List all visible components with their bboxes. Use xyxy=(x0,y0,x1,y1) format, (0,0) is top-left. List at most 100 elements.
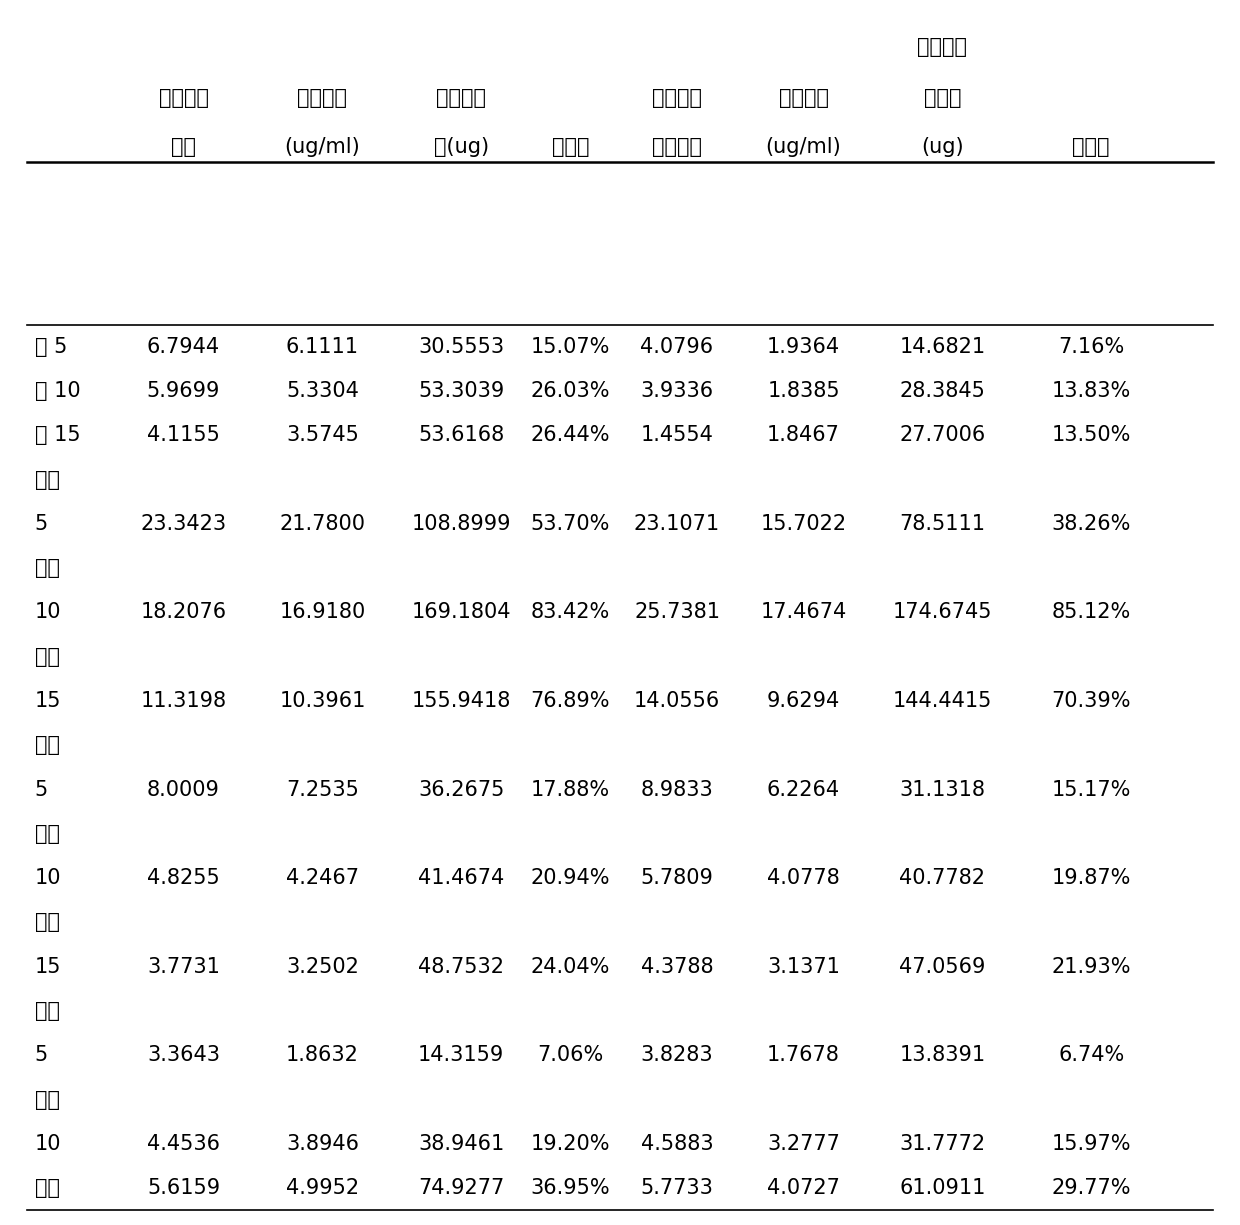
Text: 48.7532: 48.7532 xyxy=(418,957,505,976)
Text: 水 5: 水 5 xyxy=(35,337,67,356)
Text: 面积: 面积 xyxy=(171,137,196,157)
Text: 21.93%: 21.93% xyxy=(1052,957,1131,976)
Text: 5: 5 xyxy=(35,514,48,534)
Text: 13.83%: 13.83% xyxy=(1052,381,1131,401)
Text: 53.6168: 53.6168 xyxy=(418,425,505,446)
Text: 19.20%: 19.20% xyxy=(531,1134,610,1154)
Text: (ug/ml): (ug/ml) xyxy=(765,137,842,157)
Text: 7.06%: 7.06% xyxy=(537,1045,604,1066)
Text: 3.9336: 3.9336 xyxy=(641,381,713,401)
Text: 5.7809: 5.7809 xyxy=(641,869,713,888)
Text: 27.7006: 27.7006 xyxy=(899,425,986,446)
Text: 11.3198: 11.3198 xyxy=(140,691,227,710)
Text: 17.4674: 17.4674 xyxy=(760,603,847,622)
Text: 8.0009: 8.0009 xyxy=(148,779,219,800)
Text: 18.2076: 18.2076 xyxy=(140,603,227,622)
Text: 10: 10 xyxy=(35,603,61,622)
Text: 8.9833: 8.9833 xyxy=(641,779,713,800)
Text: 174.6745: 174.6745 xyxy=(893,603,992,622)
Text: 24.04%: 24.04% xyxy=(531,957,610,976)
Text: 4.5883: 4.5883 xyxy=(641,1134,713,1154)
Text: 量(ug): 量(ug) xyxy=(434,137,489,157)
Text: 108.8999: 108.8999 xyxy=(412,514,511,534)
Text: 26.44%: 26.44% xyxy=(531,425,610,446)
Text: 169.1804: 169.1804 xyxy=(412,603,511,622)
Text: 麦芽酚峰: 麦芽酚峰 xyxy=(159,88,208,108)
Text: 10: 10 xyxy=(35,1134,61,1154)
Text: 38.26%: 38.26% xyxy=(1052,514,1131,534)
Text: 30.5553: 30.5553 xyxy=(418,337,505,356)
Text: 5: 5 xyxy=(35,1045,48,1066)
Text: 10: 10 xyxy=(35,869,61,888)
Text: 15: 15 xyxy=(35,957,61,976)
Text: 测得含量: 测得含量 xyxy=(779,88,828,108)
Text: 1.8385: 1.8385 xyxy=(768,381,839,401)
Text: 28.3845: 28.3845 xyxy=(899,381,986,401)
Text: 17.88%: 17.88% xyxy=(531,779,610,800)
Text: 31.7772: 31.7772 xyxy=(899,1134,986,1154)
Text: 麦芽酚含: 麦芽酚含 xyxy=(436,88,486,108)
Text: 61.0911: 61.0911 xyxy=(899,1178,986,1198)
Text: 29.77%: 29.77% xyxy=(1052,1178,1131,1198)
Text: 15.17%: 15.17% xyxy=(1052,779,1131,800)
Text: 乙基麦芽: 乙基麦芽 xyxy=(652,88,702,108)
Text: 13.50%: 13.50% xyxy=(1052,425,1131,446)
Text: 乙醇: 乙醇 xyxy=(35,735,60,756)
Text: 乙腔: 乙腔 xyxy=(35,1178,60,1198)
Text: 5.6159: 5.6159 xyxy=(148,1178,219,1198)
Text: 3.2502: 3.2502 xyxy=(286,957,358,976)
Text: 5: 5 xyxy=(35,779,48,800)
Text: 1.8467: 1.8467 xyxy=(768,425,839,446)
Text: 9.6294: 9.6294 xyxy=(766,691,841,710)
Text: 4.2467: 4.2467 xyxy=(286,869,358,888)
Text: 83.42%: 83.42% xyxy=(531,603,610,622)
Text: 15.07%: 15.07% xyxy=(531,337,610,356)
Text: 6.1111: 6.1111 xyxy=(286,337,358,356)
Text: 25.7381: 25.7381 xyxy=(634,603,720,622)
Text: 3.5745: 3.5745 xyxy=(286,425,358,446)
Text: 甲醇: 甲醇 xyxy=(35,469,60,490)
Text: 155.9418: 155.9418 xyxy=(412,691,511,710)
Text: 3.1371: 3.1371 xyxy=(768,957,839,976)
Text: 85.12%: 85.12% xyxy=(1052,603,1131,622)
Text: 47.0569: 47.0569 xyxy=(899,957,986,976)
Text: 4.0778: 4.0778 xyxy=(768,869,839,888)
Text: 3.3643: 3.3643 xyxy=(148,1045,219,1066)
Text: 乙腔: 乙腔 xyxy=(35,1089,60,1110)
Text: (ug): (ug) xyxy=(921,137,963,157)
Text: 14.0556: 14.0556 xyxy=(634,691,720,710)
Text: 4.9952: 4.9952 xyxy=(286,1178,358,1198)
Text: 乙醇: 乙醇 xyxy=(35,824,60,844)
Text: 41.4674: 41.4674 xyxy=(418,869,505,888)
Text: 14.3159: 14.3159 xyxy=(418,1045,505,1066)
Text: 23.3423: 23.3423 xyxy=(140,514,227,534)
Text: 144.4415: 144.4415 xyxy=(893,691,992,710)
Text: 3.8946: 3.8946 xyxy=(286,1134,358,1154)
Text: 53.70%: 53.70% xyxy=(531,514,610,534)
Text: 1.9364: 1.9364 xyxy=(768,337,839,356)
Text: 4.8255: 4.8255 xyxy=(148,869,219,888)
Text: 水 10: 水 10 xyxy=(35,381,81,401)
Text: 1.8632: 1.8632 xyxy=(286,1045,358,1066)
Text: 26.03%: 26.03% xyxy=(531,381,610,401)
Text: 23.1071: 23.1071 xyxy=(634,514,720,534)
Text: 乙基麦芽: 乙基麦芽 xyxy=(918,37,967,56)
Text: 酚含量: 酚含量 xyxy=(924,88,961,108)
Text: 4.0796: 4.0796 xyxy=(641,337,713,356)
Text: 74.9277: 74.9277 xyxy=(418,1178,505,1198)
Text: 76.89%: 76.89% xyxy=(531,691,610,710)
Text: 7.2535: 7.2535 xyxy=(286,779,358,800)
Text: 1.4554: 1.4554 xyxy=(641,425,713,446)
Text: 38.9461: 38.9461 xyxy=(418,1134,505,1154)
Text: 15.97%: 15.97% xyxy=(1052,1134,1131,1154)
Text: (ug/ml): (ug/ml) xyxy=(284,137,361,157)
Text: 1.7678: 1.7678 xyxy=(768,1045,839,1066)
Text: 40.7782: 40.7782 xyxy=(899,869,986,888)
Text: 4.4536: 4.4536 xyxy=(148,1134,219,1154)
Text: 16.9180: 16.9180 xyxy=(279,603,366,622)
Text: 13.8391: 13.8391 xyxy=(899,1045,986,1066)
Text: 78.5111: 78.5111 xyxy=(899,514,986,534)
Text: 7.16%: 7.16% xyxy=(1058,337,1125,356)
Text: 6.7944: 6.7944 xyxy=(148,337,219,356)
Text: 10.3961: 10.3961 xyxy=(279,691,366,710)
